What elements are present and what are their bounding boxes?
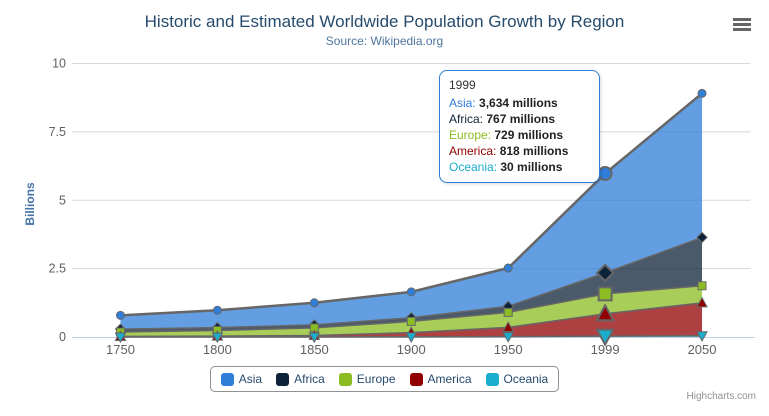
y-axis-label-0: 0: [59, 330, 66, 344]
legend-label: Europe: [356, 372, 396, 386]
legend-label: Africa: [294, 372, 325, 386]
tooltip-header: 1999: [449, 78, 476, 92]
legend-item-africa[interactable]: Africa: [276, 372, 325, 386]
legend-item-oceania[interactable]: Oceania: [485, 372, 549, 386]
series-area-asia[interactable]: [120, 93, 703, 330]
series-marker-oceania-1900[interactable]: [405, 332, 418, 344]
legend-label: Asia: [238, 372, 263, 386]
legend-item-europe[interactable]: Europe: [338, 372, 396, 386]
x-axis-label-1850: 1850: [300, 342, 329, 357]
series-marker-america-1999[interactable]: [595, 303, 615, 322]
tooltip-row-oceania: Oceania: 30 millions: [449, 160, 563, 174]
series-marker-europe-1850[interactable]: [309, 323, 319, 333]
series-marker-oceania-2050[interactable]: [696, 331, 708, 342]
tooltip-row-america: America: 818 millions: [449, 144, 569, 158]
y-axis-label-10: 10: [52, 57, 66, 71]
y-axis-label-2.5: 2.5: [49, 262, 66, 276]
y-axis-label-7.5: 7.5: [49, 125, 66, 139]
series-marker-asia-1900[interactable]: [406, 287, 416, 297]
legend-swatch-icon: [338, 372, 352, 386]
legend-box: Asia Africa Europe America Oceania: [209, 366, 560, 392]
series-marker-europe-1900[interactable]: [406, 316, 416, 326]
x-axis-label-1750: 1750: [106, 342, 135, 357]
tooltip-row-asia: Asia: 3,634 millions: [449, 96, 558, 110]
x-axis-label-1999: 1999: [591, 342, 620, 357]
series-marker-africa-1999[interactable]: [595, 263, 615, 283]
series-marker-oceania-1800[interactable]: [211, 332, 224, 344]
tooltip: 1999 Asia: 3,634 millions Africa: 767 mil…: [439, 70, 600, 183]
hamburger-icon: [733, 22, 751, 26]
legend: Asia Africa Europe America Oceania: [0, 366, 769, 392]
legend-item-america[interactable]: America: [409, 372, 472, 386]
legend-item-asia[interactable]: Asia: [220, 372, 263, 386]
series-marker-asia-1800[interactable]: [212, 305, 222, 315]
legend-label: Oceania: [503, 372, 549, 386]
hamburger-icon: [733, 17, 751, 21]
series-marker-asia-1950[interactable]: [503, 263, 513, 273]
series-marker-oceania-1999[interactable]: [595, 328, 615, 347]
legend-label: America: [427, 372, 472, 386]
series-marker-america-1950[interactable]: [502, 321, 515, 332]
series-marker-africa-2050[interactable]: [696, 231, 708, 244]
series-marker-europe-1950[interactable]: [503, 307, 513, 317]
series-marker-oceania-1750[interactable]: [114, 332, 127, 344]
chart-title: Historic and Estimated Worldwide Populat…: [144, 12, 625, 31]
series-marker-asia-1999[interactable]: [597, 166, 613, 182]
series-marker-asia-2050[interactable]: [697, 88, 707, 98]
series-marker-asia-1750[interactable]: [115, 310, 125, 320]
chart-subtitle: Source: Wikipedia.org: [325, 34, 444, 48]
legend-swatch-icon: [485, 372, 499, 386]
x-axis-label-1800: 1800: [203, 342, 232, 357]
series-marker-oceania-1950[interactable]: [502, 332, 515, 343]
series-area-america[interactable]: [120, 302, 703, 337]
series-marker-europe-1999[interactable]: [597, 286, 613, 302]
hamburger-icon: [733, 27, 751, 31]
context-menu-button[interactable]: [730, 14, 754, 34]
tooltip-row-europe: Europe: 729 millions: [449, 128, 564, 142]
legend-swatch-icon: [409, 372, 423, 386]
tooltip-row-africa: Africa: 767 millions: [449, 112, 556, 126]
series-marker-europe-2050[interactable]: [697, 281, 707, 291]
x-axis-label-1900: 1900: [397, 342, 426, 357]
x-axis-label-1950: 1950: [494, 342, 523, 357]
x-axis-label-2050: 2050: [688, 342, 717, 357]
series-marker-asia-1850[interactable]: [309, 298, 319, 308]
series-marker-oceania-1850[interactable]: [308, 332, 321, 344]
series-area-africa[interactable]: [120, 237, 703, 332]
highcharts-credit[interactable]: Highcharts.com: [686, 391, 756, 402]
legend-swatch-icon: [276, 372, 290, 386]
series-marker-america-2050[interactable]: [696, 296, 708, 308]
y-axis-label-5: 5: [59, 193, 66, 207]
legend-swatch-icon: [220, 372, 234, 386]
